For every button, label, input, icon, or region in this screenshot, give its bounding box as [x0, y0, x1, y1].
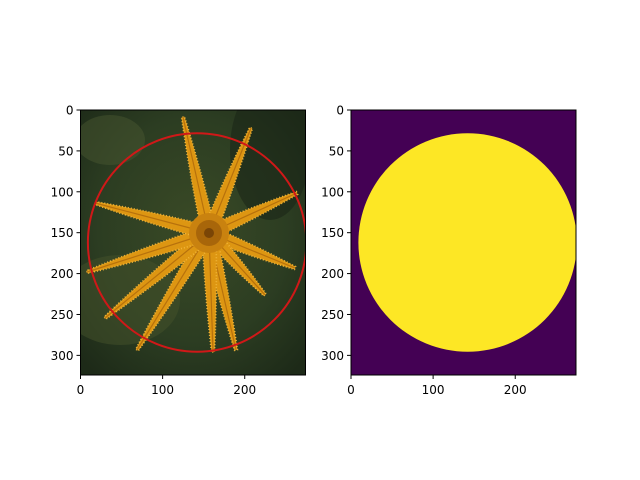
y-tick-label: 250	[51, 308, 74, 322]
y-tick-label: 50	[58, 144, 73, 158]
y-tick-label: 200	[321, 267, 344, 281]
y-tick-label: 50	[329, 144, 344, 158]
right-axes-frame	[350, 109, 577, 376]
starfish-arm-ridge	[104, 232, 210, 319]
x-tick-label: 0	[347, 383, 355, 397]
y-tick-label: 300	[51, 349, 74, 363]
right-y-ticks: 0 50 100 150 200 250 300	[321, 104, 351, 363]
starfish-arm-ridge	[136, 232, 210, 351]
x-tick-label: 100	[422, 383, 445, 397]
mask-circle	[358, 133, 576, 352]
right-mask-axes: 0 100 200 0 50 100 150 200 250 300	[321, 104, 577, 397]
y-tick-label: 0	[336, 104, 344, 118]
y-tick-label: 200	[51, 267, 74, 281]
y-tick-label: 100	[321, 185, 344, 199]
x-tick-label: 200	[504, 383, 527, 397]
y-tick-label: 100	[51, 185, 74, 199]
left-image-axes: 0 100 200 0 50 100 150 200 250 300	[51, 104, 306, 397]
y-tick-label: 0	[66, 104, 74, 118]
x-tick-label: 200	[233, 383, 256, 397]
starfish-arm	[201, 231, 218, 353]
starfish-photo	[80, 110, 306, 375]
starfish-arm-ridge	[86, 232, 210, 273]
left-x-ticks: 0 100 200	[77, 375, 256, 397]
y-tick-label: 250	[321, 308, 344, 322]
y-tick-label: 150	[51, 226, 74, 240]
overlay-circle	[86, 132, 306, 353]
left-y-ticks: 0 50 100 150 200 250 300	[51, 104, 81, 363]
left-axes-frame	[80, 109, 306, 376]
right-x-ticks: 0 100 200	[347, 375, 527, 397]
y-tick-label: 300	[321, 349, 344, 363]
x-tick-label: 0	[77, 383, 85, 397]
x-tick-label: 100	[151, 383, 174, 397]
y-tick-label: 150	[321, 226, 344, 240]
